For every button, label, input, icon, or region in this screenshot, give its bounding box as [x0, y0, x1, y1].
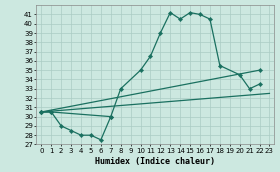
X-axis label: Humidex (Indice chaleur): Humidex (Indice chaleur) [95, 157, 215, 166]
